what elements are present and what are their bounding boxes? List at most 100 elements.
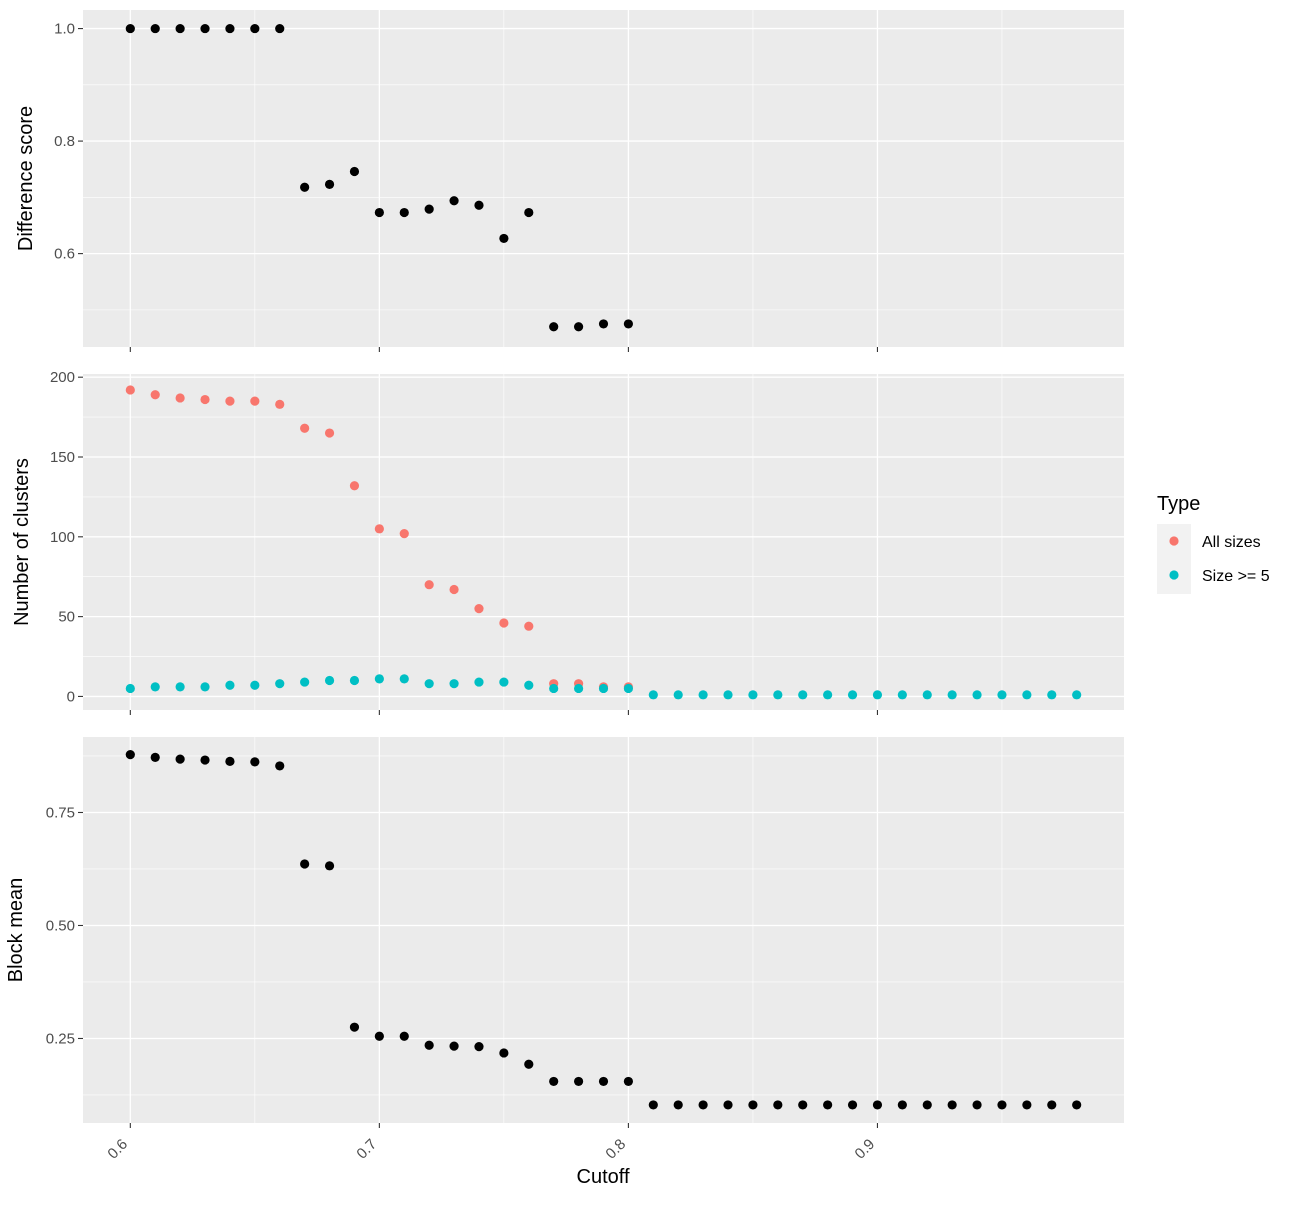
data-point — [374, 674, 384, 684]
data-point — [698, 1100, 708, 1110]
y-tick-label: 1.0 — [54, 21, 75, 38]
data-point — [549, 322, 559, 332]
data-point — [524, 621, 534, 631]
data-point — [150, 682, 160, 692]
data-point — [225, 23, 235, 34]
x-axis: 0.6 0.7 0.8 0.9 — [104, 1136, 878, 1163]
data-point — [897, 690, 907, 700]
series-points — [125, 23, 634, 332]
data-point — [374, 1031, 384, 1041]
panel-background — [83, 737, 1124, 1123]
data-point — [324, 179, 335, 190]
data-point — [200, 394, 210, 405]
data-point — [947, 1100, 957, 1110]
y-tick-label: 0.75 — [46, 804, 75, 821]
data-point — [250, 396, 260, 406]
data-point — [250, 23, 260, 34]
data-point — [374, 524, 384, 534]
data-point — [748, 1100, 758, 1110]
data-point — [125, 385, 135, 395]
data-point — [250, 680, 260, 690]
data-point — [399, 207, 409, 218]
legend-item: All sizes — [1169, 534, 1261, 551]
data-point — [374, 207, 384, 218]
data-point — [225, 680, 235, 690]
data-point — [872, 1100, 883, 1110]
data-point — [300, 859, 310, 869]
data-point — [449, 584, 459, 595]
data-point — [773, 690, 783, 700]
panel-background — [83, 374, 1124, 710]
data-point — [175, 754, 185, 764]
data-point — [449, 679, 459, 689]
data-point — [623, 1076, 634, 1087]
data-point — [1022, 1100, 1032, 1110]
y-tick-label: 0.50 — [46, 917, 75, 934]
data-point — [723, 1100, 733, 1110]
data-point — [598, 1076, 609, 1087]
data-point — [275, 761, 285, 771]
x-axis-title: Cutoff — [577, 1166, 630, 1188]
series-all-sizes — [125, 385, 634, 692]
data-point — [1047, 690, 1057, 700]
legend-item: Size >= 5 — [1169, 568, 1270, 585]
data-point — [972, 1100, 982, 1110]
data-point — [673, 690, 683, 700]
data-point — [773, 1100, 783, 1110]
y-tick-label: 150 — [50, 449, 75, 466]
data-point — [798, 690, 808, 700]
data-point — [399, 529, 409, 539]
data-point — [623, 683, 634, 694]
data-point — [897, 1100, 907, 1110]
data-point — [150, 23, 160, 34]
data-point — [573, 322, 584, 332]
data-point — [275, 23, 285, 34]
data-point — [573, 1076, 584, 1087]
legend-label: Size >= 5 — [1202, 568, 1270, 585]
data-point — [300, 182, 310, 192]
data-point — [748, 690, 758, 700]
data-point — [324, 675, 335, 686]
data-point — [524, 680, 534, 690]
y-tick-label: 100 — [50, 529, 75, 546]
legend-label: All sizes — [1202, 534, 1261, 551]
data-point — [399, 1031, 409, 1041]
x-tick-label: 0.7 — [353, 1136, 380, 1163]
x-tick-label: 0.8 — [602, 1136, 629, 1163]
data-point — [847, 1100, 858, 1110]
legend-items: All sizes Size >= 5 — [1169, 534, 1270, 585]
y-tick-label: 0.8 — [54, 133, 75, 150]
data-point — [150, 390, 160, 400]
data-point — [125, 23, 135, 34]
legend-key-background — [1157, 524, 1191, 594]
data-point — [623, 319, 634, 329]
data-point — [648, 690, 658, 700]
legend-key — [1169, 570, 1179, 580]
y-axis-title: Number of clusters — [11, 458, 33, 626]
data-point — [474, 677, 484, 687]
data-point — [1072, 690, 1082, 700]
data-point — [549, 683, 559, 694]
data-point — [474, 1042, 484, 1052]
y-tick-label: 50 — [58, 609, 75, 626]
data-point — [549, 1076, 559, 1087]
data-point — [275, 679, 285, 689]
data-point — [424, 1040, 434, 1050]
y-axis-title: Difference score — [15, 106, 37, 251]
data-point — [200, 682, 210, 692]
data-point — [424, 679, 434, 689]
data-point — [872, 690, 883, 700]
data-point — [324, 428, 335, 438]
data-point — [225, 396, 235, 406]
data-point — [847, 690, 858, 700]
panel-background — [83, 10, 1124, 347]
data-point — [598, 319, 609, 329]
data-point — [125, 683, 135, 694]
data-point — [524, 207, 534, 218]
data-point — [175, 23, 185, 34]
data-point — [1047, 1100, 1057, 1110]
data-point — [922, 1100, 932, 1110]
panel-middle: 0 50 100 150 200 Number of clusters — [11, 369, 1124, 715]
